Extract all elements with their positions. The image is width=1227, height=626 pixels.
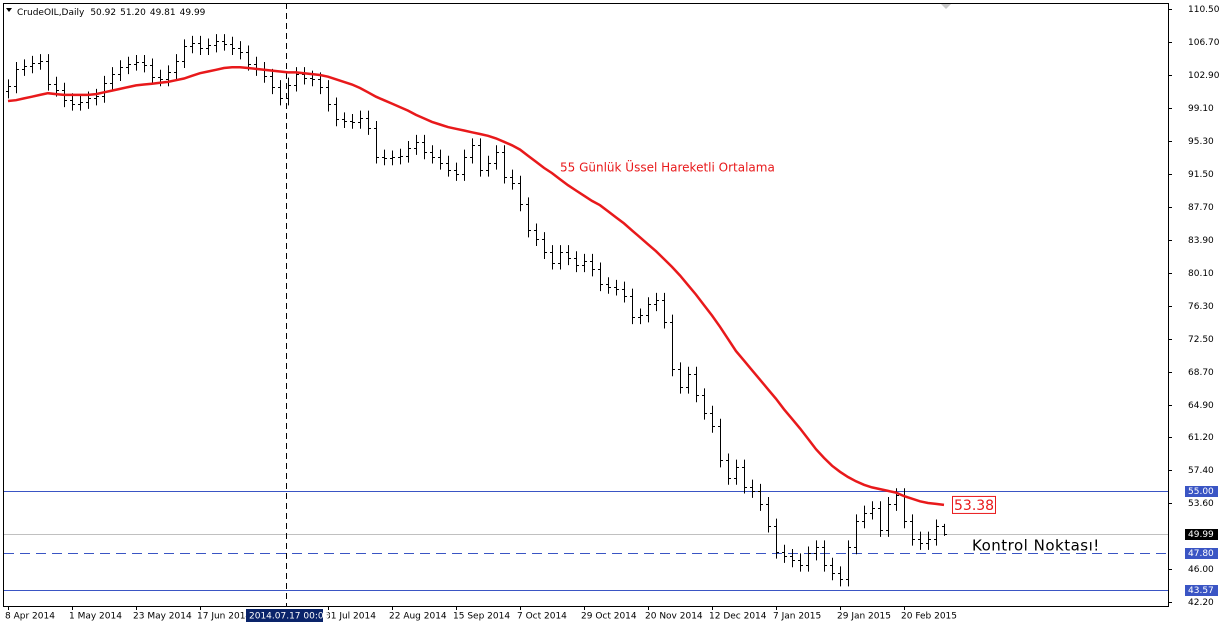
current-price-box bbox=[1185, 529, 1218, 540]
menu-arrow bbox=[6, 8, 12, 12]
x-tick-label: 20 Nov 2014 bbox=[645, 612, 703, 622]
current-price-label: 49.99 bbox=[1188, 530, 1214, 540]
x-tick-label: 7 Jan 2015 bbox=[773, 612, 821, 622]
level-label: 43.57 bbox=[1188, 586, 1214, 596]
shift-marker bbox=[941, 4, 951, 9]
ema-annotation: 55 Günlük Üssel Hareketli Ortalama bbox=[560, 159, 775, 175]
y-tick-label: 68.70 bbox=[1188, 368, 1214, 378]
y-tick-label: 95.30 bbox=[1188, 137, 1214, 147]
y-tick-label: 64.90 bbox=[1188, 401, 1214, 411]
annotation: Kontrol Noktası! bbox=[972, 537, 1100, 555]
x-tick-label: 29 Oct 2014 bbox=[581, 612, 637, 622]
level-label: 55.00 bbox=[1188, 487, 1214, 497]
y-tick-label: 83.90 bbox=[1188, 236, 1214, 246]
x-tick-label: 22 Aug 2014 bbox=[389, 612, 447, 622]
ohlc-low: 49.81 bbox=[150, 8, 176, 18]
y-tick-label: 87.70 bbox=[1188, 203, 1214, 213]
crosshair-label: 2014.07.17 00:00 bbox=[249, 612, 330, 622]
y-tick-label: 46.00 bbox=[1188, 565, 1214, 575]
ohlc-high: 51.20 bbox=[120, 8, 146, 18]
y-tick-label: 91.50 bbox=[1188, 170, 1214, 180]
chart-header: CrudeOIL,Daily 50.92 51.20 49.81 49.99 bbox=[17, 8, 206, 18]
ohlc-open: 50.92 bbox=[90, 8, 116, 18]
level-box bbox=[1185, 585, 1218, 596]
y-tick-label: 76.30 bbox=[1188, 302, 1214, 312]
x-tick-label: 23 May 2014 bbox=[133, 612, 192, 622]
x-tick-label: 8 Apr 2014 bbox=[5, 612, 55, 622]
x-tick-label: 20 Feb 2015 bbox=[901, 612, 957, 622]
y-tick-label: 61.20 bbox=[1188, 433, 1214, 443]
y-tick-label: 42.20 bbox=[1188, 598, 1214, 608]
symbol: CrudeOIL,Daily bbox=[17, 8, 85, 18]
y-tick-label: 110.50 bbox=[1188, 5, 1220, 15]
crosshair-box bbox=[246, 609, 323, 622]
x-tick-label: 7 Oct 2014 bbox=[517, 612, 567, 622]
plot-frame bbox=[3, 3, 1169, 607]
level-box bbox=[1185, 486, 1218, 497]
x-tick-label: 12 Dec 2014 bbox=[709, 612, 767, 622]
y-tick-label: 53.60 bbox=[1188, 499, 1214, 509]
x-tick-label: 29 Jan 2015 bbox=[837, 612, 891, 622]
level-box bbox=[1185, 548, 1218, 559]
ema-line bbox=[7, 65, 945, 507]
y-tick-label: 72.50 bbox=[1188, 335, 1214, 345]
ema-value-label: 53.38 bbox=[954, 498, 994, 514]
y-tick-label: 106.70 bbox=[1188, 38, 1220, 48]
y-tick-label: 57.40 bbox=[1188, 466, 1214, 476]
x-tick-label: 31 Jul 2014 bbox=[325, 612, 376, 622]
ema-value-box bbox=[952, 495, 996, 514]
level-label: 47.80 bbox=[1188, 549, 1214, 559]
x-tick-label: 1 May 2014 bbox=[69, 612, 122, 622]
y-tick-label: 102.90 bbox=[1188, 71, 1220, 81]
y-tick-label: 99.10 bbox=[1188, 104, 1214, 114]
x-tick-label: 15 Sep 2014 bbox=[453, 612, 510, 622]
ohlc-close: 49.99 bbox=[180, 8, 206, 18]
y-tick-label: 80.10 bbox=[1188, 269, 1214, 279]
x-tick-label: 17 Jun 2014 bbox=[197, 612, 251, 622]
